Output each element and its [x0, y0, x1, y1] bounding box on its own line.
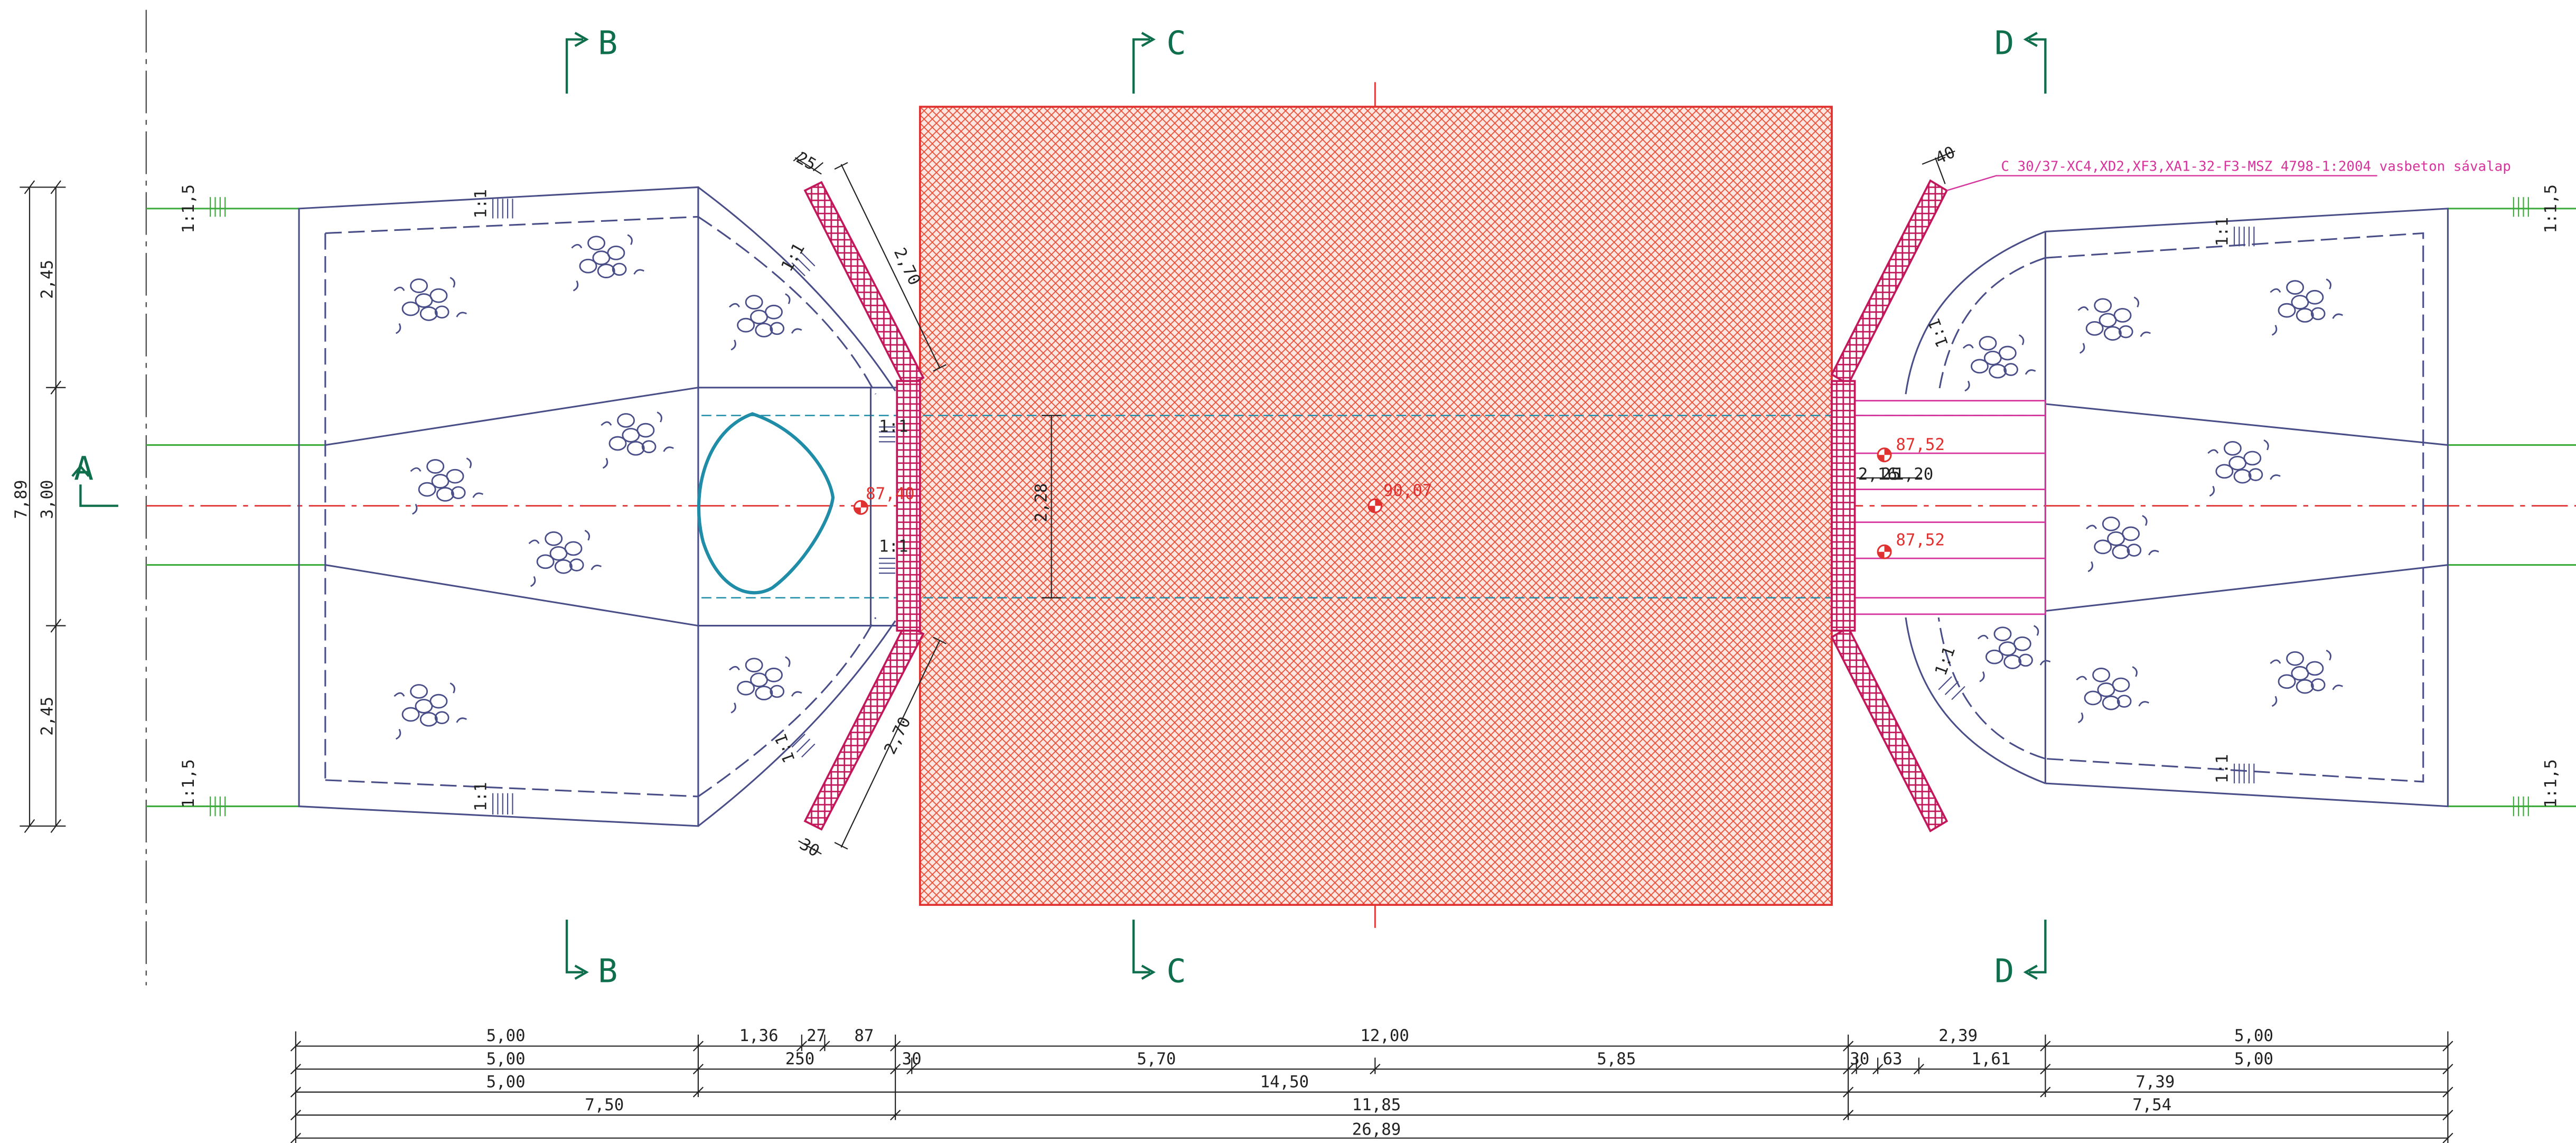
dimension-row-5: 26,89	[1352, 1120, 1401, 1139]
dim-r2-1: 5,00	[486, 1050, 526, 1069]
vdim-upper: 2,45	[38, 260, 57, 299]
vertical-dimensions	[20, 180, 66, 833]
section-mark-b-bottom: B	[598, 952, 617, 990]
elevation-center: 90,07	[1383, 481, 1432, 500]
dim-r1-2: 1,36	[739, 1026, 779, 1045]
dim-r2-7: 63	[1882, 1050, 1902, 1069]
vdim-total: 7,89	[12, 480, 31, 519]
wing-dimension-lines	[793, 151, 1955, 855]
dim-r2-4: 5,70	[1137, 1050, 1176, 1069]
dimension-row-3: 5,00 14,50 7,39	[486, 1072, 2175, 1091]
elevation-symbol-inlet	[853, 500, 868, 515]
dimension-row-2: 5,00 250 30 5,70 5,85 30 63 1,61 5,00	[486, 1050, 2273, 1069]
outlet-plan	[1905, 208, 2449, 808]
elevation-symbol-outlet-lower	[1877, 544, 1892, 559]
dim-r3-3: 7,39	[2135, 1072, 2175, 1091]
culvert-opening	[697, 412, 835, 595]
section-mark-c-bottom: C	[1166, 952, 1186, 990]
slope-right-apron-top: 1:1	[2213, 217, 2232, 246]
elevation-outlet-lower: 87,52	[1896, 530, 1945, 549]
horizontal-dimension-lines	[290, 1031, 2453, 1143]
dim-r1-5: 12,00	[1360, 1026, 1409, 1045]
slope-left-bottom-edge: 1:1,5	[179, 759, 198, 808]
elevation-inlet: 87,40	[866, 484, 915, 503]
dim-r4-2: 11,85	[1352, 1095, 1401, 1114]
dim-r4-3: 7,54	[2132, 1095, 2171, 1114]
ldim-outlet-c: 1,20	[1894, 465, 1933, 484]
dim-r5-1: 26,89	[1352, 1120, 1401, 1139]
slope-left-wing-top: 1:1	[778, 240, 809, 275]
slope-ticks	[492, 199, 2255, 815]
foundation-note-leader	[1946, 175, 2377, 191]
dim-r3-2: 14,50	[1260, 1072, 1309, 1091]
slope-right-bottom-edge: 1:1,5	[2542, 759, 2561, 808]
slope-left-apron-top: 1:1	[472, 189, 491, 218]
slope-right-top-edge: 1:1,5	[2542, 184, 2561, 233]
dim-r4-1: 7,50	[585, 1095, 624, 1114]
outlet-foundation	[1854, 400, 2046, 615]
ldim-right-wing-width-top: 40	[1932, 143, 1958, 168]
dim-r2-5: 5,85	[1597, 1050, 1636, 1069]
outlet-wing-revetment	[1830, 179, 1949, 832]
dim-r1-6: 2,39	[1938, 1026, 1978, 1045]
dim-r1-3: 27	[807, 1026, 826, 1045]
ldim-outlet-a: 2,16	[1858, 465, 1897, 484]
ldim-pipe-opening: 2,28	[1032, 483, 1051, 522]
dim-r2-3: 30	[902, 1050, 922, 1069]
section-mark-a: A	[74, 449, 93, 488]
dimension-row-4: 7,50 11,85 7,54	[585, 1095, 2171, 1114]
riprap-stones-outlet	[1962, 278, 2344, 724]
slope-left-top-edge: 1:1,5	[179, 184, 198, 233]
elevation-markers: 87,40 90,07 87,52 87,52	[853, 435, 1945, 559]
slope-left-inlet-upper: 1:1	[879, 417, 908, 436]
dim-r1-1: 5,00	[486, 1026, 526, 1045]
foundation-note: C 30/37-XC4,XD2,XF3,XA1-32-F3-MSZ 4798-1…	[2001, 158, 2511, 174]
section-mark-c-top: C	[1166, 24, 1186, 62]
ldim-left-wing-width-bottom: 30	[797, 835, 823, 861]
slope-right-apron-bottom: 1:1	[2213, 754, 2232, 783]
dimension-row-1: 5,00 1,36 27 87 12,00 2,39 5,00	[486, 1026, 2273, 1045]
section-labels: B B C C D D A	[74, 24, 2014, 990]
dim-r1-4: 87	[854, 1026, 874, 1045]
dim-r2-9: 5,00	[2234, 1050, 2273, 1069]
dim-r3-1: 5,00	[486, 1072, 526, 1091]
pipe-outline	[701, 415, 2046, 598]
ldim-outlet-b: 25	[1881, 465, 1900, 484]
inlet-wing-revetment	[803, 181, 925, 831]
dim-r2-2: 250	[785, 1050, 814, 1069]
vertical-dimension-labels: 2,45 3,00 2,45 7,89	[12, 260, 57, 736]
riprap-stones-inlet	[394, 234, 803, 740]
section-mark-b-top: B	[598, 24, 617, 62]
ldim-left-wing-length-bottom: 2,70	[880, 714, 915, 757]
vdim-lower: 2,45	[38, 697, 57, 736]
section-mark-d-top: D	[1994, 24, 2014, 62]
dim-r2-8: 1,61	[1971, 1050, 2010, 1069]
section-mark-d-bottom: D	[1994, 952, 2014, 990]
slope-right-wing-bottom: 1:1	[1931, 644, 1959, 678]
section-markers	[71, 32, 2047, 980]
slope-left-inlet-lower: 1:1	[879, 537, 908, 556]
elevation-outlet-upper: 87,52	[1896, 435, 1945, 454]
dim-r1-7: 5,00	[2234, 1026, 2273, 1045]
elevation-symbol-center	[1367, 498, 1383, 513]
ground-lines	[146, 208, 2576, 808]
elevation-symbol-outlet-upper	[1877, 447, 1892, 463]
inlet-plan	[298, 186, 897, 827]
slope-right-wing-top: 1:1	[1925, 316, 1953, 350]
ldim-left-wing-length-top: 2,70	[890, 245, 924, 288]
dim-r2-6: 30	[1850, 1050, 1869, 1069]
vdim-middle: 3,00	[38, 480, 57, 519]
ground-slope-ticks	[210, 197, 2529, 817]
slope-left-apron-bottom: 1:1	[472, 782, 491, 811]
